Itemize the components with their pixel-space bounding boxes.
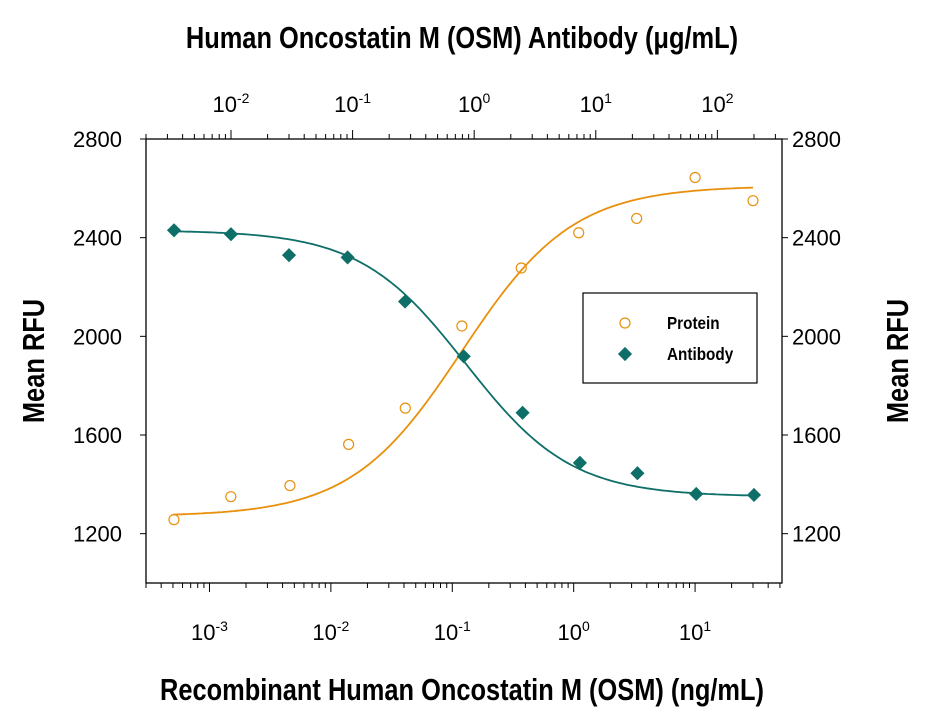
y-tick-label-left: 2000 (73, 324, 122, 349)
legend-marker-protein (619, 317, 631, 329)
y-tick-label-left: 1600 (73, 423, 122, 448)
y-tick-label-left: 1200 (73, 522, 122, 547)
xticks_top-tick-label: 10-1 (334, 90, 371, 117)
xticks_bottom-tick-label: 101 (679, 618, 711, 645)
data-point-antibody (166, 223, 182, 238)
data-point-protein (225, 491, 237, 503)
data-point-protein (631, 212, 643, 225)
x-axis-title: Recombinant Human Oncostatin M (OSM) (ng… (160, 673, 764, 708)
data-point-protein (399, 402, 411, 414)
plot-frame (145, 138, 783, 584)
legend-marker-antibody (617, 346, 633, 362)
y-axis-title-left: Mean RFU (17, 299, 52, 423)
xticks_top-tick-label: 100 (458, 90, 490, 117)
y-tick-label-left: 2800 (73, 127, 122, 152)
xticks_bottom-tick-label: 10-3 (191, 618, 228, 645)
data-point-antibody (746, 487, 762, 503)
y-tick-label-right: 2800 (792, 127, 841, 152)
legend-box (582, 292, 758, 384)
y-tick-label-right: 2400 (792, 226, 841, 251)
data-point-antibody (689, 486, 704, 502)
data-point-antibody (572, 455, 587, 470)
xticks_top-tick-label: 101 (580, 90, 612, 117)
xticks_bottom-tick-label: 100 (558, 618, 590, 645)
top-axis-title: Human Oncostatin M (OSM) Antibody (μg/mL… (186, 21, 738, 56)
xticks_top-tick-label: 102 (701, 90, 733, 117)
data-point-protein (747, 195, 759, 207)
data-point-protein (343, 438, 355, 450)
legend-label-antibody: Antibody (667, 344, 734, 364)
fit-curve-protein (172, 186, 754, 516)
data-point-antibody (630, 466, 645, 481)
xticks_bottom-tick-label: 10-2 (312, 618, 349, 645)
data-point-antibody (515, 405, 530, 420)
data-point-protein (168, 514, 180, 526)
y-axis-title-right: Mean RFU (881, 299, 916, 423)
xticks_top-tick-label: 10-2 (213, 90, 250, 117)
data-point-protein (689, 171, 701, 184)
legend-label-protein: Protein (667, 313, 720, 333)
y-tick-label-left: 2400 (73, 226, 122, 251)
data-point-protein (515, 262, 527, 274)
y-tick-label-right: 1200 (792, 522, 841, 547)
data-point-antibody (456, 349, 471, 364)
y-tick-label-right: 1600 (792, 423, 841, 448)
y-tick-label-right: 2000 (792, 324, 841, 349)
data-point-protein (284, 479, 296, 492)
data-point-protein (573, 227, 585, 239)
data-point-protein (456, 320, 468, 332)
data-point-antibody (397, 294, 413, 309)
data-point-antibody (223, 227, 239, 242)
data-point-antibody (281, 248, 297, 263)
xticks_bottom-tick-label: 10-1 (434, 618, 471, 645)
data-point-antibody (340, 250, 355, 265)
legend: Protein Antibody (582, 292, 758, 384)
